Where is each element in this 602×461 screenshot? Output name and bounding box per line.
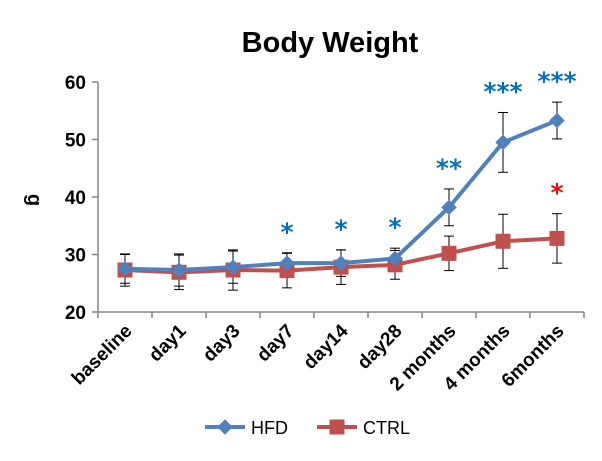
series-line-hfd <box>124 118 558 273</box>
significance-marker: * <box>550 179 563 208</box>
data-point-hfd <box>387 250 403 267</box>
data-point-hfd <box>495 134 511 151</box>
chart-title: Body Weight <box>242 27 419 59</box>
significance-marker: * <box>334 215 347 244</box>
x-tick-label: baseline <box>68 321 137 390</box>
x-tick-label: day1 <box>145 320 191 366</box>
significance-marker: *** <box>537 67 576 96</box>
y-axis-label: g <box>23 194 45 206</box>
plot-area: 20 30 40 50 60 baseline day1 day3 day7 day14 day28… <box>65 67 585 395</box>
data-point-hfd <box>441 199 457 216</box>
legend-marker-ctrl <box>329 419 345 435</box>
data-point-hfd <box>171 262 187 278</box>
y-tick-label: 20 <box>65 303 86 324</box>
data-point-hfd <box>549 112 565 129</box>
legend-label-hfd: HFD <box>251 418 288 438</box>
data-point-hfd <box>117 261 133 277</box>
data-point-hfd <box>279 255 295 271</box>
data-point-hfd <box>225 259 241 275</box>
x-tick-label: day14 <box>300 320 353 373</box>
data-point-ctrl <box>495 233 511 249</box>
legend-marker-hfd <box>217 419 233 435</box>
significance-marker: *** <box>483 77 522 106</box>
legend-label-ctrl: CTRL <box>363 418 410 438</box>
significance-marker: * <box>280 218 293 247</box>
y-tick-label: 60 <box>65 73 86 94</box>
data-point-ctrl <box>549 230 565 246</box>
significance-marker: * <box>388 213 401 242</box>
legend: HFD CTRL <box>205 418 410 438</box>
y-tick-label: 30 <box>65 246 86 267</box>
data-point-ctrl <box>441 245 457 261</box>
x-tick-label: day3 <box>199 321 244 366</box>
y-tick-label: 40 <box>65 188 86 209</box>
significance-marker: ** <box>436 154 462 183</box>
data-point-hfd <box>333 255 349 271</box>
y-tick-label: 50 <box>65 131 86 152</box>
x-tick-label: day7 <box>253 321 298 366</box>
x-tick-label: day28 <box>354 321 407 374</box>
